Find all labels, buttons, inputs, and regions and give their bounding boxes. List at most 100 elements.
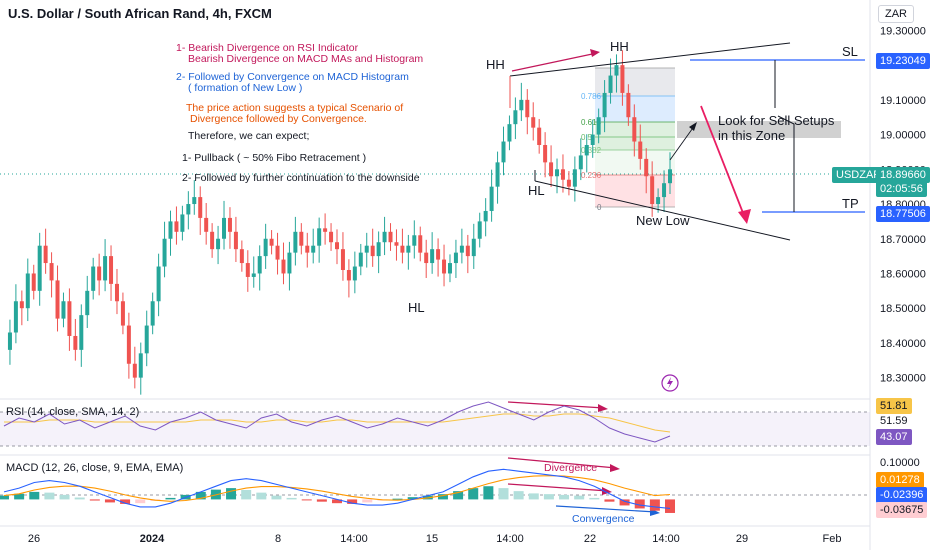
time-axis-ticks: 26 2024 8 14:00 15 14:00 22 14:00 29 Feb — [28, 533, 842, 545]
rsi-sma-line — [4, 413, 671, 433]
candle-body — [192, 197, 197, 205]
time-tick-label: 14:00 — [652, 533, 680, 545]
note-1-line-1: 1- Bearish Divergence on RSI Indicator — [176, 42, 359, 54]
candle-body — [376, 242, 381, 257]
candle-body — [346, 270, 351, 281]
macd-hist-bar — [392, 498, 403, 500]
macd-hist-bar — [286, 497, 297, 500]
candle-body — [13, 301, 18, 333]
macd-hist-bar — [453, 491, 464, 500]
rsi-mid-value: 51.59 — [880, 415, 908, 427]
fib-level-label: 0.236 — [581, 171, 602, 180]
candle-body — [37, 245, 42, 291]
macd-hist-bar — [59, 494, 70, 500]
macd-hist-bar — [0, 495, 9, 500]
macd-hist-bar — [120, 499, 131, 504]
candle-body — [263, 238, 268, 257]
candle-body — [507, 124, 512, 142]
price-tick-label: 18.70000 — [880, 234, 926, 246]
candle-body — [495, 162, 500, 187]
candle-body — [19, 301, 24, 309]
macd-line — [3, 468, 671, 509]
lightning-icon[interactable] — [661, 374, 679, 392]
candle-body — [210, 231, 215, 250]
candle-body — [596, 117, 601, 135]
candle-body — [424, 252, 429, 264]
candle-body — [281, 259, 286, 274]
macd-hist-bar — [271, 495, 282, 500]
candle-body — [227, 217, 232, 232]
label-divergence: Divergence — [544, 462, 598, 474]
structure-lines — [509, 42, 865, 241]
candle-body — [501, 141, 506, 163]
time-tick-label: 2024 — [140, 533, 165, 545]
macd-hist-bar — [589, 497, 600, 500]
macd-hist-badge: -0.03675 — [876, 502, 928, 518]
macd-hist-bar — [665, 499, 675, 513]
macd-hist-bar — [89, 499, 100, 501]
candle-body — [109, 256, 114, 284]
candle-body — [584, 145, 589, 156]
candle-body — [668, 169, 672, 184]
candle-body — [662, 183, 667, 198]
label-hl-low: HL — [408, 300, 425, 315]
macd-hist-bar — [241, 490, 252, 500]
time-tick-label: 29 — [736, 533, 748, 545]
price-tick-label: 19.00000 — [880, 130, 926, 142]
price-tick-label: 18.60000 — [880, 268, 926, 280]
macd-hist-bar — [543, 494, 554, 500]
symbol-title: U.S. Dollar / South African Rand, 4h, FX… — [8, 6, 272, 21]
fib-level-label: 0.382 — [581, 146, 602, 155]
candle-body — [85, 290, 90, 316]
candle-body — [323, 228, 328, 232]
candle-body — [329, 231, 334, 243]
candle-body — [103, 256, 108, 281]
note-1-line-2: Bearish Divergence on MACD MAs and Histo… — [188, 53, 424, 65]
candle-body — [293, 231, 298, 253]
candle-body — [650, 176, 655, 205]
candle-body — [335, 242, 339, 250]
label-sl: SL — [842, 44, 858, 59]
macd-hist-bar — [332, 499, 342, 504]
label-convergence: Convergence — [572, 513, 635, 525]
candle-body — [49, 263, 54, 281]
candle-body — [352, 266, 357, 281]
candle-body — [55, 280, 60, 319]
candle-body — [305, 245, 310, 253]
currency-selector[interactable]: ZAR — [878, 5, 914, 23]
macd-hist-bar — [301, 499, 312, 501]
candle-body — [513, 110, 518, 125]
macd-hist-bar — [44, 492, 55, 500]
macd-hist-bar — [468, 488, 479, 500]
macd-hist-bar — [407, 497, 418, 500]
label-tp: TP — [842, 196, 859, 211]
candle-body — [632, 117, 637, 142]
candle-body — [543, 145, 548, 163]
macd-tick-top: 0.10000 — [880, 457, 920, 469]
macd-hist-bar — [528, 493, 539, 500]
annotation-arrows — [507, 49, 751, 516]
candle-body — [453, 252, 458, 264]
candle-body — [204, 217, 209, 232]
macd-label: MACD (12, 26, close, 9, EMA, EMA) — [6, 462, 184, 474]
note-5: 1- Pullback ( ~ 50% Fibo Retracement ) — [182, 152, 367, 164]
candle-body — [162, 238, 167, 267]
candle-body — [382, 231, 387, 243]
macd-hist-bar — [135, 499, 146, 504]
candle-body — [174, 221, 179, 232]
candle-body — [317, 228, 322, 246]
note-6: 2- Followed by further continuation to t… — [182, 172, 420, 184]
candle-body — [555, 169, 560, 177]
price-tick-label: 19.30000 — [880, 25, 926, 37]
label-sell-zone: Look for Sell Setups in this Zone — [718, 113, 835, 143]
candle-body — [364, 245, 369, 253]
candle-body — [31, 273, 36, 291]
candle-body — [525, 99, 530, 118]
candle-body — [519, 99, 524, 111]
note-3-line-1: The price action suggests a typical Scen… — [186, 102, 404, 114]
time-tick-label: Feb — [823, 533, 842, 545]
candle-body — [138, 353, 143, 378]
candle-body — [590, 134, 595, 145]
sell-zone-box — [677, 121, 841, 138]
